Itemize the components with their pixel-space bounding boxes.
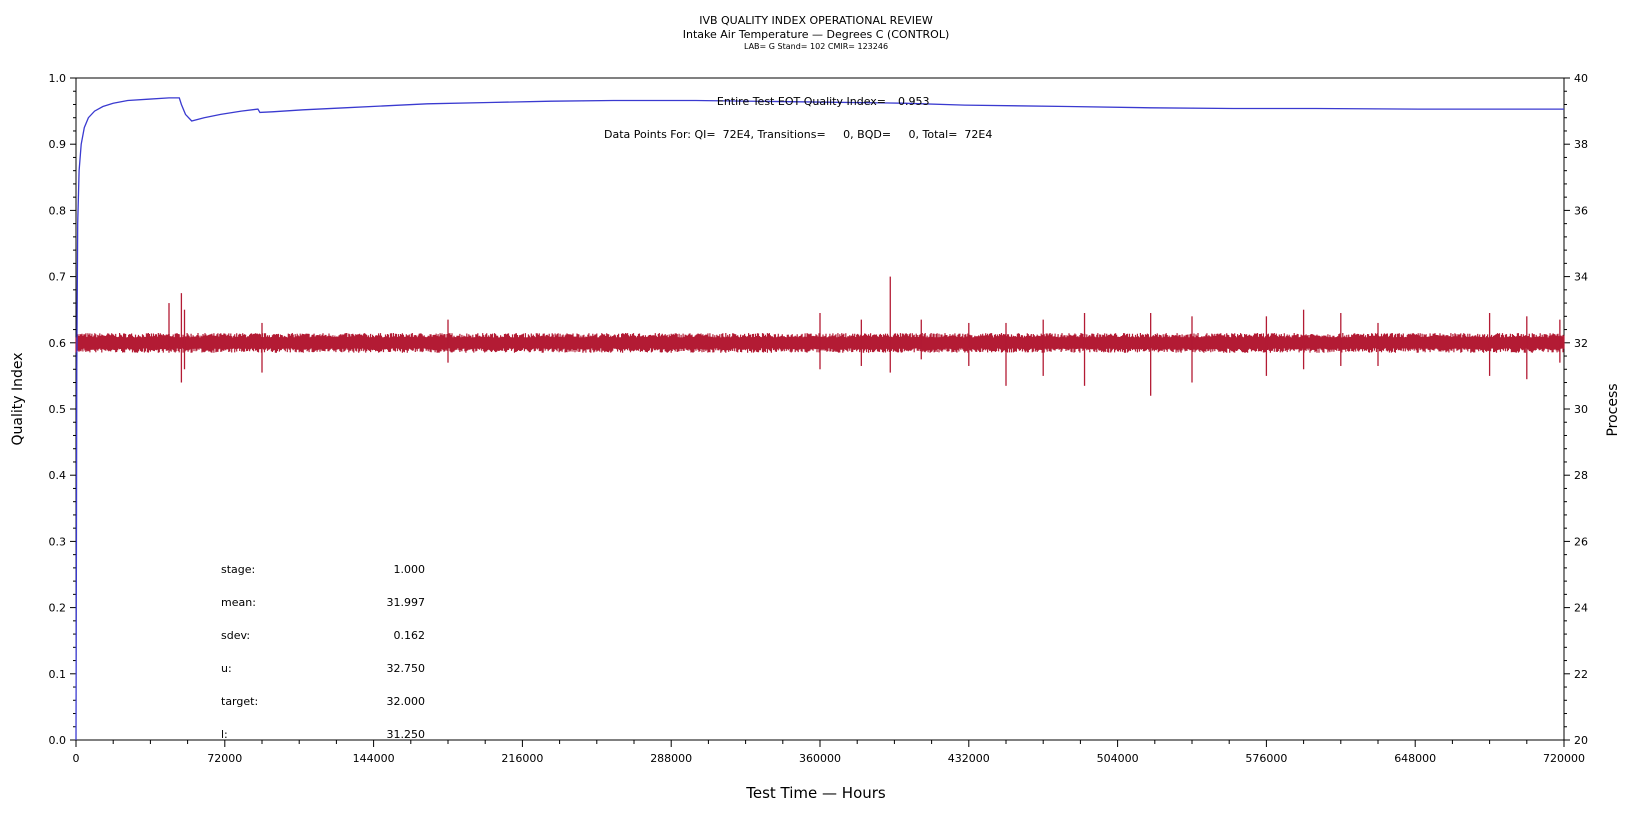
x-tick-label: 504000 [1097, 752, 1139, 765]
x-tick-label: 72000 [207, 752, 242, 765]
plot-frame [75, 77, 1565, 741]
stat-value: 1.000 [394, 563, 426, 576]
y-right-tick-label: 26 [1574, 535, 1588, 548]
stat-value: 32.750 [387, 662, 426, 675]
stat-label: sdev: [221, 629, 250, 642]
stat-value: 31.997 [387, 596, 426, 609]
stat-label: stage: [221, 563, 255, 576]
chart-axes: 0.0 0.1 0.2 0.3 0.4 0.5 0.6 0.7 0.8 0.9 1.0 20 22 24 2… [49, 72, 1589, 765]
stat-label: u: [221, 662, 232, 675]
stat-value: 32.000 [387, 695, 426, 708]
y-left-tick-label: 0.6 [49, 337, 67, 350]
y-left-tick-label: 0.4 [49, 469, 67, 482]
x-tick-label: 648000 [1394, 752, 1436, 765]
x-axis-label: Test Time — Hours [745, 784, 886, 802]
x-tick-label: 576000 [1245, 752, 1287, 765]
y-right-tick-label: 32 [1574, 337, 1588, 350]
stat-label: l: [221, 728, 228, 741]
y-left-tick-label: 0.9 [49, 138, 67, 151]
y-left-tick-label: 0.0 [49, 734, 67, 747]
quality-index-line [75, 97, 1564, 741]
y-right-tick-label: 38 [1574, 138, 1588, 151]
y-left-tick-label: 0.1 [49, 668, 67, 681]
eot-quality-value: 0.953 [898, 95, 930, 108]
stat-value: 0.162 [394, 629, 426, 642]
y-right-tick-label: 24 [1574, 602, 1588, 615]
y-left-tick-label: 1.0 [49, 72, 67, 85]
y-right-tick-label: 28 [1574, 469, 1588, 482]
x-tick-label: 432000 [948, 752, 990, 765]
y-right-tick-label: 34 [1574, 271, 1588, 284]
stats-block: stage: 1.000 mean: 31.997 sdev: 0.162 u: 32.750… [221, 563, 425, 741]
process-series [75, 276, 1565, 396]
y-right-tick-label: 20 [1574, 734, 1588, 747]
x-tick-label: 288000 [650, 752, 692, 765]
y-right-tick-label: 36 [1574, 204, 1588, 217]
stat-label: mean: [221, 596, 256, 609]
quality-index-series [75, 97, 1564, 741]
y-left-tick-label: 0.2 [49, 602, 67, 615]
y-left-tick-label: 0.3 [49, 535, 67, 548]
y-left-tick-label: 0.7 [49, 271, 67, 284]
x-tick-label: 360000 [799, 752, 841, 765]
y-axis-left-label: Quality Index [10, 352, 26, 445]
x-tick-label: 0 [73, 752, 80, 765]
y-axis-right-label: Process [1605, 383, 1621, 436]
y-right-tick-label: 30 [1574, 403, 1588, 416]
x-tick-label: 720000 [1543, 752, 1585, 765]
y-right-tick-label: 22 [1574, 668, 1588, 681]
chart-subtitle: Intake Air Temperature — Degrees C (CONT… [682, 28, 950, 41]
y-right-tick-label: 40 [1574, 72, 1588, 85]
data-points-summary: Data Points For: QI= 72E4, Transitions= … [604, 128, 992, 141]
y-left-tick-label: 0.8 [49, 204, 67, 217]
chart-info: LAB= G Stand= 102 CMIR= 123246 [743, 42, 889, 51]
eot-quality-label: Entire Test EOT Quality Index= [717, 95, 886, 108]
process-noise-band [75, 333, 1565, 353]
x-tick-label: 216000 [501, 752, 543, 765]
stat-value: 31.250 [387, 728, 426, 741]
x-tick-label: 144000 [353, 752, 395, 765]
chart-title: IVB QUALITY INDEX OPERATIONAL REVIEW [699, 14, 933, 27]
stat-label: target: [221, 695, 258, 708]
y-left-tick-label: 0.5 [49, 403, 67, 416]
